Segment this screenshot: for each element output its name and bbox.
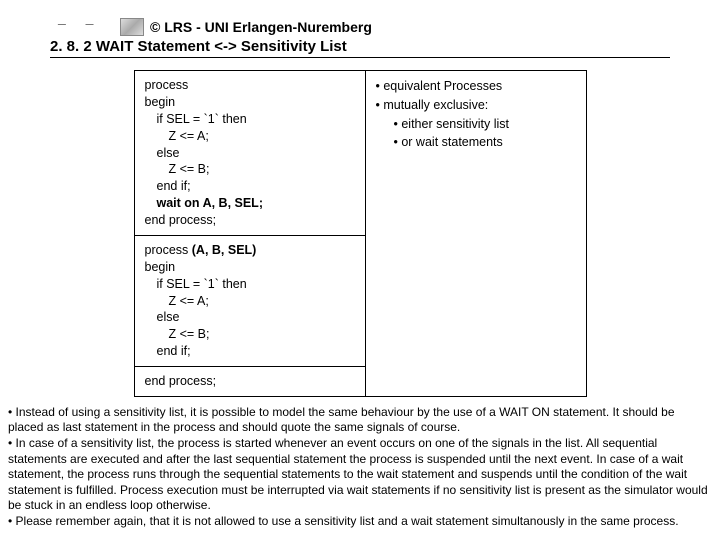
code-line: else: [145, 309, 355, 326]
section-title: 2. 8. 2 WAIT Statement <-> Sensitivity L…: [50, 38, 670, 58]
bullet-item: • mutually exclusive:: [376, 98, 489, 112]
code-line: end process;: [145, 374, 217, 388]
code-sensitivity-list: (A, B, SEL): [192, 243, 257, 257]
section-number: 2. 8. 2: [50, 38, 92, 55]
code-line: Z <= B;: [145, 326, 355, 343]
code-line: Z <= A;: [145, 128, 355, 145]
bullet-subitem: • or wait statements: [376, 133, 576, 152]
code-line: if SEL = `1` then: [145, 111, 355, 128]
notes-region: • Instead of using a sensitivity list, i…: [0, 397, 720, 530]
bullet-subitem: • either sensitivity list: [376, 115, 576, 134]
code-line: process: [145, 78, 189, 92]
comparison-table: process begin if SEL = `1` then Z <= A; …: [134, 70, 587, 397]
code-line: end if;: [145, 178, 355, 195]
copyright-text: © LRS - UNI Erlangen-Nuremberg: [150, 19, 372, 35]
code-line: end process;: [145, 213, 217, 227]
code-line: if SEL = `1` then: [145, 276, 355, 293]
logo-icon: [120, 18, 144, 36]
copyright-line: © LRS - UNI Erlangen-Nuremberg: [120, 18, 670, 36]
note-paragraph: • Please remember again, that it is not …: [8, 514, 679, 528]
note-paragraph: • Instead of using a sensitivity list, i…: [8, 405, 675, 435]
code-line: begin: [145, 260, 176, 274]
code-line: Z <= B;: [145, 161, 355, 178]
code-block-2: process (A, B, SEL) begin if SEL = `1` t…: [134, 235, 365, 366]
code-line: end if;: [145, 343, 355, 360]
header-region: _ _ © LRS - UNI Erlangen-Nuremberg 2. 8.…: [0, 0, 720, 58]
note-paragraph: • In case of a sensitivity list, the pro…: [8, 436, 708, 512]
summary-cell: • equivalent Processes • mutually exclus…: [365, 71, 586, 397]
code-block-2b: end process;: [134, 367, 365, 397]
code-line: else: [145, 145, 355, 162]
code-line-wait: wait on A, B, SEL;: [145, 195, 355, 212]
code-line: Z <= A;: [145, 293, 355, 310]
code-block-1: process begin if SEL = `1` then Z <= A; …: [134, 71, 365, 236]
content-area: process begin if SEL = `1` then Z <= A; …: [0, 70, 720, 397]
bullet-list: • equivalent Processes • mutually exclus…: [376, 77, 576, 152]
bullet-item: • equivalent Processes: [376, 79, 503, 93]
code-line: begin: [145, 95, 176, 109]
section-heading: WAIT Statement <-> Sensitivity List: [96, 38, 347, 55]
code-line: process: [145, 243, 192, 257]
